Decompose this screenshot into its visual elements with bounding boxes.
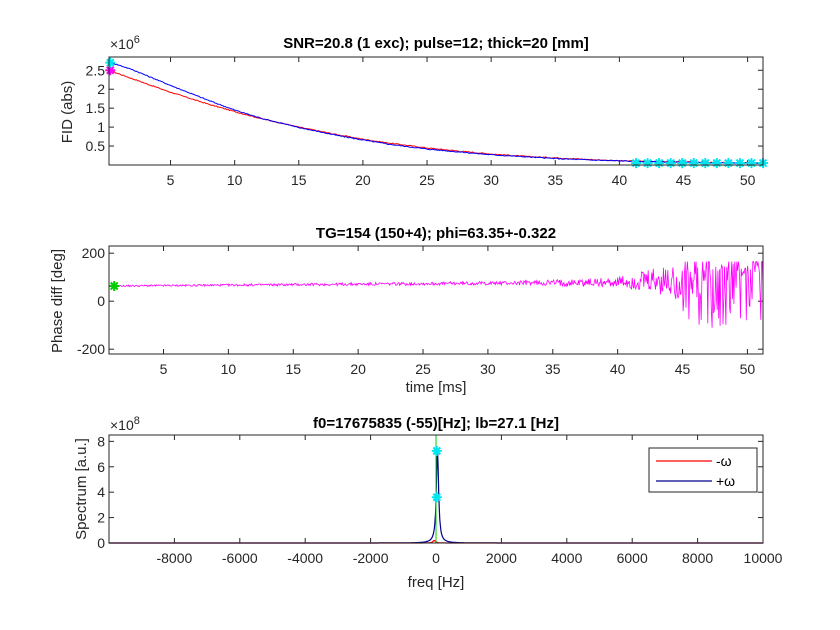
- x-tick-label: -2000: [353, 550, 389, 566]
- phase-xlabel: time [ms]: [406, 379, 467, 396]
- spectrum-ylabel: Spectrum [a.u.]: [73, 438, 90, 540]
- fid-exponent: ×106: [110, 34, 140, 52]
- fid-noise-marker: [746, 158, 757, 169]
- x-tick-label: 40: [612, 172, 628, 188]
- y-tick-label: 1.5: [86, 100, 106, 116]
- spectrum-exponent: ×108: [110, 415, 140, 433]
- x-tick-label: 10000: [744, 550, 783, 566]
- spectrum-half-marker: [431, 492, 442, 503]
- x-tick-label: -4000: [287, 550, 323, 566]
- fid-noise-marker: [711, 158, 722, 169]
- x-tick-label: 25: [419, 172, 435, 188]
- x-tick-label: 15: [291, 172, 307, 188]
- y-tick-label: -200: [77, 341, 105, 357]
- x-tick-label: 8000: [682, 550, 713, 566]
- fid-ticks: 5 10 15 20 25 30 35 40 45 50 0.5 1 1.5 2 2.5: [86, 57, 763, 188]
- spectrum-peak-marker: [431, 445, 442, 456]
- x-tick-label: 30: [483, 172, 499, 188]
- fid-start-marker-magenta: [105, 65, 116, 76]
- spectrum-ticks: -8000 -6000 -4000 -2000 0 2000 4000 6000 8000 100…: [97, 433, 782, 566]
- x-tick-label: 35: [545, 361, 561, 377]
- x-tick-label: 50: [740, 361, 756, 377]
- legend-label-plus-omega: +ω: [716, 473, 735, 489]
- y-tick-label: 8: [97, 433, 105, 449]
- spectrum-legend: -ω +ω: [648, 447, 758, 493]
- x-tick-label: 5: [167, 172, 175, 188]
- phase-plot-area: [108, 261, 764, 328]
- x-tick-label: 2000: [486, 550, 517, 566]
- y-tick-label: 2.5: [86, 62, 106, 78]
- spectrum-xlabel: freq [Hz]: [408, 574, 465, 591]
- legend-box: [648, 447, 758, 493]
- x-tick-label: -8000: [156, 550, 192, 566]
- phase-series: [108, 261, 764, 328]
- y-tick-label: 6: [97, 459, 105, 475]
- phase-ticks: 5 10 15 20 25 30 35 40 45 50 -200 0 200: [77, 245, 763, 377]
- panel-fid: SNR=20.8 (1 exc); pulse=12; thick=20 [mm…: [59, 34, 768, 188]
- fid-noise-marker: [654, 158, 665, 169]
- y-tick-label: 0: [97, 293, 105, 309]
- phase-start-marker: [109, 280, 120, 291]
- y-tick-label: 2: [97, 510, 105, 526]
- panel-spectrum: f0=17675835 (-55)[Hz]; lb=27.1 [Hz] ×108…: [73, 415, 783, 591]
- x-tick-label: 30: [480, 361, 496, 377]
- x-tick-label: 10: [227, 172, 243, 188]
- x-tick-label: 25: [415, 361, 431, 377]
- phase-title: TG=154 (150+4); phi=63.35+-0.322: [316, 225, 556, 242]
- y-tick-label: 0.5: [86, 138, 106, 154]
- fid-noise-marker: [642, 158, 653, 169]
- x-tick-label: 45: [676, 172, 692, 188]
- x-tick-label: 35: [547, 172, 563, 188]
- x-tick-label: 5: [160, 361, 168, 377]
- y-tick-label: 0: [97, 535, 105, 551]
- fid-start-marker-cyan: [105, 57, 116, 68]
- fid-title: SNR=20.8 (1 exc); pulse=12; thick=20 [mm…: [283, 35, 589, 52]
- fid-noise-marker: [700, 158, 711, 169]
- x-tick-label: 10: [221, 361, 237, 377]
- fid-noise-marker: [631, 158, 642, 169]
- y-tick-label: 1: [97, 119, 105, 135]
- x-tick-label: 20: [350, 361, 366, 377]
- fid-noise-marker: [688, 158, 699, 169]
- x-tick-label: 20: [355, 172, 371, 188]
- fid-noise-marker: [665, 158, 676, 169]
- x-tick-label: 50: [740, 172, 756, 188]
- x-tick-label: 0: [432, 550, 440, 566]
- fid-noise-marker: [734, 158, 745, 169]
- y-tick-label: 4: [97, 484, 105, 500]
- phase-ylabel: Phase diff [deg]: [49, 249, 66, 353]
- fid-ylabel: FID (abs): [59, 81, 76, 144]
- fid-noise-marker: [677, 158, 688, 169]
- x-tick-label: 6000: [617, 550, 648, 566]
- fid-axes-box: [108, 56, 764, 166]
- x-tick-label: -6000: [222, 550, 258, 566]
- fid-series-blue: [108, 61, 764, 165]
- spectrum-axes-box: [108, 434, 764, 544]
- spectrum-title: f0=17675835 (-55)[Hz]; lb=27.1 [Hz]: [313, 415, 559, 432]
- x-tick-label: 4000: [551, 550, 582, 566]
- fid-plot-area: [105, 57, 768, 169]
- y-tick-label: 2: [97, 81, 105, 97]
- x-tick-label: 15: [285, 361, 301, 377]
- panel-phase: TG=154 (150+4); phi=63.35+-0.322 Phase d…: [49, 225, 764, 396]
- phase-axes-box: [108, 245, 764, 355]
- fid-noise-marker: [723, 158, 734, 169]
- y-tick-label: 200: [82, 245, 106, 261]
- x-tick-label: 45: [675, 361, 691, 377]
- legend-label-minus-omega: -ω: [716, 453, 732, 469]
- x-tick-label: 40: [610, 361, 626, 377]
